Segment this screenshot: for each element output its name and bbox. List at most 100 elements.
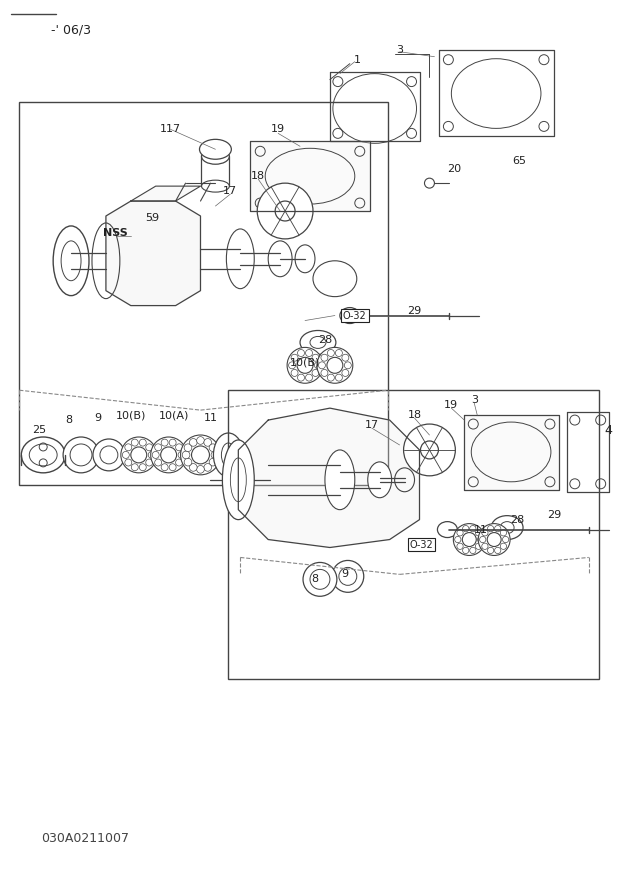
Polygon shape <box>131 186 200 201</box>
Circle shape <box>332 560 364 592</box>
Ellipse shape <box>300 331 336 354</box>
Text: 65: 65 <box>512 156 526 166</box>
Ellipse shape <box>202 148 229 164</box>
Ellipse shape <box>53 226 89 296</box>
Circle shape <box>169 464 176 471</box>
Circle shape <box>476 530 482 536</box>
Circle shape <box>140 439 146 446</box>
Circle shape <box>463 526 469 532</box>
Circle shape <box>312 369 319 376</box>
Circle shape <box>121 437 157 473</box>
Circle shape <box>478 524 510 555</box>
Text: -' 06/3: -' 06/3 <box>51 24 91 37</box>
Circle shape <box>319 361 326 368</box>
Circle shape <box>190 438 197 446</box>
Circle shape <box>321 369 328 376</box>
Circle shape <box>204 464 211 471</box>
Polygon shape <box>106 201 200 306</box>
Circle shape <box>125 443 132 450</box>
Circle shape <box>184 458 192 466</box>
Ellipse shape <box>200 140 231 159</box>
Ellipse shape <box>61 241 81 281</box>
Circle shape <box>93 439 125 471</box>
Circle shape <box>327 375 334 382</box>
Circle shape <box>197 465 205 473</box>
Circle shape <box>457 530 463 536</box>
Circle shape <box>454 536 461 543</box>
Circle shape <box>154 443 162 450</box>
Circle shape <box>63 437 99 473</box>
Circle shape <box>420 441 438 459</box>
Circle shape <box>125 459 132 466</box>
Circle shape <box>482 543 488 549</box>
Ellipse shape <box>491 516 523 540</box>
Ellipse shape <box>21 437 65 473</box>
Circle shape <box>500 530 507 536</box>
Circle shape <box>317 347 353 383</box>
Circle shape <box>161 464 168 471</box>
Ellipse shape <box>340 307 360 324</box>
Text: 11: 11 <box>474 525 488 534</box>
Text: 19: 19 <box>445 400 458 410</box>
Circle shape <box>480 536 486 543</box>
Circle shape <box>298 375 304 382</box>
Polygon shape <box>238 409 420 547</box>
Circle shape <box>463 547 469 553</box>
Circle shape <box>140 464 146 471</box>
Polygon shape <box>250 141 370 211</box>
Circle shape <box>306 375 312 382</box>
Circle shape <box>288 361 296 368</box>
Ellipse shape <box>313 261 356 297</box>
Circle shape <box>314 361 321 368</box>
Circle shape <box>151 437 187 473</box>
Text: 3: 3 <box>471 395 478 405</box>
Ellipse shape <box>226 229 254 289</box>
Circle shape <box>209 458 217 466</box>
Circle shape <box>470 526 476 532</box>
Circle shape <box>321 354 328 361</box>
Circle shape <box>502 536 509 543</box>
Text: 28: 28 <box>510 514 524 525</box>
Circle shape <box>303 562 337 596</box>
Text: 1: 1 <box>354 55 361 65</box>
Bar <box>19 101 388 485</box>
Text: 030A0211007: 030A0211007 <box>41 832 129 845</box>
Circle shape <box>204 438 211 446</box>
Circle shape <box>175 443 183 450</box>
Text: 17: 17 <box>365 420 379 430</box>
Ellipse shape <box>325 450 355 510</box>
Circle shape <box>342 369 349 376</box>
Circle shape <box>169 439 176 446</box>
Text: NSS: NSS <box>104 228 128 238</box>
Circle shape <box>211 451 219 458</box>
Circle shape <box>209 443 217 451</box>
Circle shape <box>457 543 463 549</box>
Circle shape <box>487 526 494 532</box>
Circle shape <box>178 451 185 458</box>
Circle shape <box>122 451 130 458</box>
Circle shape <box>482 530 488 536</box>
Circle shape <box>327 349 334 356</box>
Circle shape <box>192 446 210 464</box>
Ellipse shape <box>368 462 392 498</box>
Circle shape <box>291 354 298 361</box>
Circle shape <box>344 361 352 368</box>
Text: 11: 11 <box>203 413 218 423</box>
Circle shape <box>184 443 192 451</box>
Circle shape <box>287 347 323 383</box>
Circle shape <box>453 524 485 555</box>
Text: 18: 18 <box>407 410 422 420</box>
Text: 10(A): 10(A) <box>159 410 189 420</box>
Circle shape <box>161 447 177 463</box>
Circle shape <box>275 201 295 221</box>
Circle shape <box>297 357 313 374</box>
Ellipse shape <box>438 521 458 538</box>
Circle shape <box>154 459 162 466</box>
Circle shape <box>197 436 205 444</box>
Circle shape <box>298 349 304 356</box>
Circle shape <box>500 543 507 549</box>
Circle shape <box>257 183 313 239</box>
Circle shape <box>335 349 342 356</box>
Text: 28: 28 <box>318 335 332 346</box>
Circle shape <box>190 464 197 471</box>
